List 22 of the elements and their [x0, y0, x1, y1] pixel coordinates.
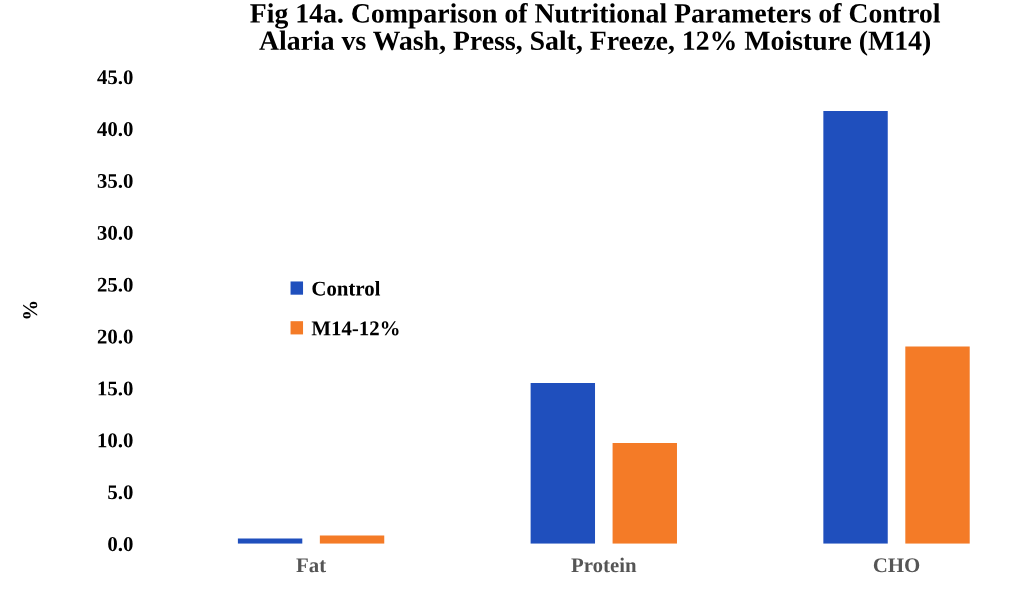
- x-tick-label: Fat: [296, 558, 327, 573]
- legend-label: Control: [312, 280, 381, 296]
- x-tick-label: CHO: [873, 558, 920, 573]
- chart-title: Fig 14a. Comparison of Nutritional Parameters of Control Alaria vs Wash, Press, Salt, Freeze, 12% Moisture (M14): [250, 2, 941, 56]
- y-tick-label: 40.0: [97, 122, 133, 137]
- y-tick-label: 5.0: [108, 485, 133, 500]
- bar: [319, 535, 385, 544]
- bar: [905, 346, 970, 544]
- y-tick-label: 0.0: [108, 537, 133, 552]
- bar: [612, 443, 677, 544]
- bar: [530, 382, 596, 544]
- legend-label: M14-12%: [311, 321, 399, 336]
- y-axis-title: %: [23, 301, 38, 319]
- y-tick-label: 20.0: [97, 329, 133, 344]
- y-tick-label: 30.0: [97, 225, 133, 240]
- y-tick-label: 10.0: [98, 433, 133, 448]
- y-tick-label: 45.0: [97, 70, 133, 85]
- y-tick-label: 25.0: [97, 277, 133, 292]
- bar: [823, 111, 888, 544]
- y-tick-label: 35.0: [97, 173, 133, 189]
- x-tick-label: Protein: [571, 557, 637, 573]
- y-tick-label: 15.0: [98, 381, 133, 396]
